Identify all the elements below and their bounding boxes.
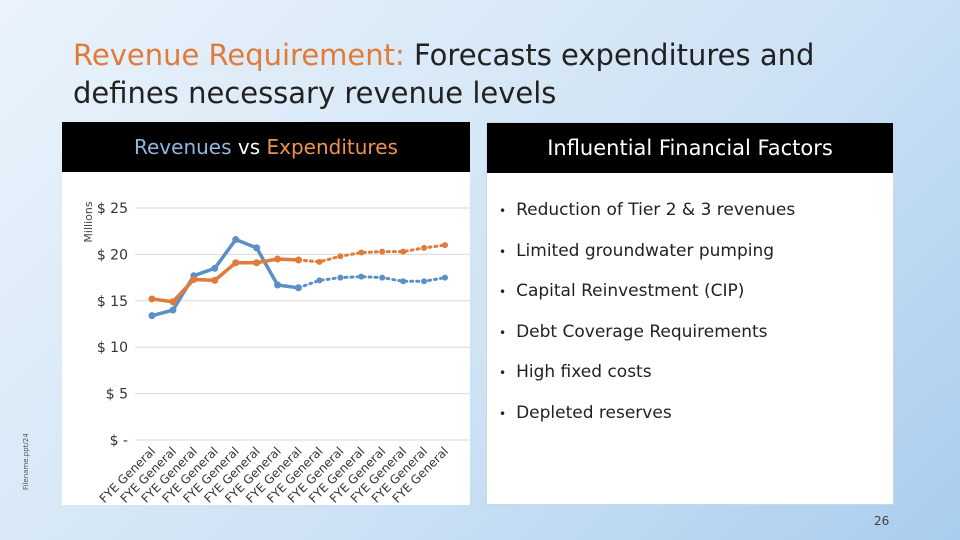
series-line — [150, 237, 301, 318]
data-point — [169, 298, 177, 306]
data-point — [358, 249, 365, 256]
data-point — [211, 276, 219, 284]
factor-item: Debt Coverage Requirements — [499, 322, 767, 342]
data-point — [442, 242, 448, 249]
y-tick-label: $ - — [110, 433, 128, 449]
data-point — [295, 256, 302, 264]
data-point — [211, 264, 219, 272]
data-point — [316, 277, 323, 284]
series-line — [297, 243, 447, 264]
data-point — [379, 248, 386, 255]
side-note: Filename.ppt/24 — [22, 433, 30, 490]
data-point — [358, 273, 365, 280]
data-point — [232, 259, 240, 267]
data-point — [400, 278, 407, 285]
title-highlight: Revenue Requirement: — [73, 38, 405, 72]
factor-item: High fixed costs — [499, 362, 652, 382]
factor-item: Reduction of Tier 2 & 3 revenues — [499, 200, 795, 220]
page-number: 26 — [874, 514, 890, 528]
data-point — [421, 278, 428, 285]
series-line — [297, 275, 447, 290]
chart-panel: Revenues vs Expenditures Millions $ - $ 5 $… — [62, 122, 470, 506]
data-point — [442, 274, 448, 281]
legend-entry: Expenditures — [266, 135, 398, 159]
title-connector: vs — [237, 135, 261, 159]
data-point — [274, 281, 282, 289]
y-tick-label: $ 5 — [106, 387, 128, 403]
factors-header: Influential Financial Factors — [487, 123, 893, 173]
data-point — [274, 255, 282, 263]
factor-item: Depleted reserves — [499, 403, 672, 423]
y-tick-label: $ 10 — [97, 340, 128, 356]
data-point — [421, 244, 428, 251]
y-tick-label: $ 15 — [97, 294, 128, 310]
data-point — [316, 258, 323, 265]
y-tick-label: $ 20 — [97, 247, 128, 263]
data-point — [253, 259, 261, 267]
data-point — [337, 274, 344, 281]
factors-panel: Influential Financial Factors Reduction … — [486, 122, 894, 505]
chart-header: Revenues vs Expenditures — [62, 122, 470, 172]
data-point — [169, 306, 177, 314]
data-point — [232, 236, 240, 244]
series-line — [150, 257, 301, 304]
y-tick-label: $ 25 — [97, 201, 128, 217]
data-point — [148, 312, 156, 320]
data-point — [337, 253, 344, 260]
factor-item: Capital Reinvestment (CIP) — [499, 281, 744, 301]
y-axis-label: Millions — [82, 201, 95, 242]
data-point — [295, 284, 302, 292]
data-point — [400, 248, 407, 255]
data-point — [148, 295, 156, 303]
data-point — [190, 275, 198, 283]
slide-title: Revenue Requirement: Forecasts expenditu… — [73, 36, 903, 112]
data-point — [379, 274, 386, 281]
legend-entry: Revenues — [134, 135, 232, 159]
title-rest: Forecasts expenditures and defines neces… — [73, 38, 815, 110]
data-point — [253, 244, 261, 252]
factor-item: Limited groundwater pumping — [499, 241, 774, 261]
